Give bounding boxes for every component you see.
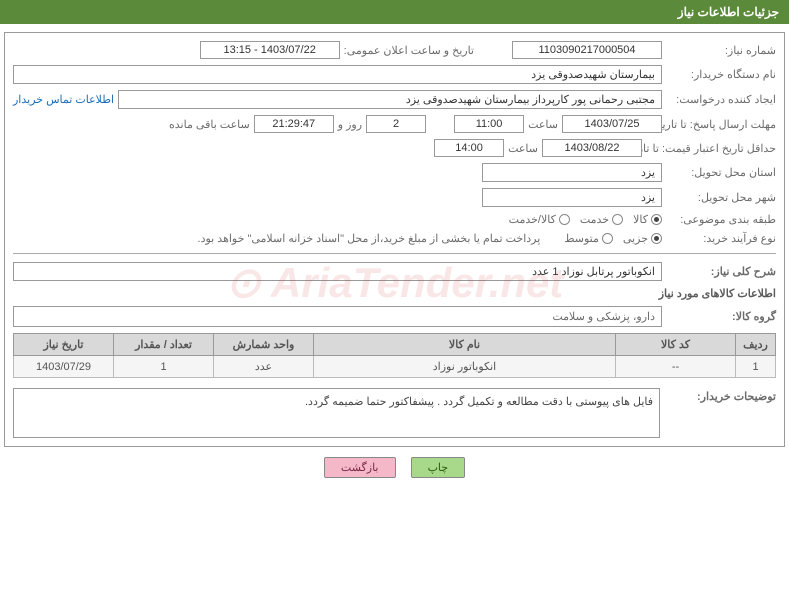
td-idx: 1 (736, 356, 776, 378)
td-qty: 1 (114, 356, 214, 378)
validity-time-label: ساعت (508, 142, 538, 155)
buyer-org-field: بیمارستان شهیدصدوقی یزد (13, 65, 662, 84)
row-validity: حداقل تاریخ اعتبار قیمت: تا تاریخ: 1403/… (13, 139, 776, 157)
button-row: چاپ بازگشت (4, 457, 785, 478)
items-table: ردیف کد کالا نام کالا واحد شمارش تعداد /… (13, 333, 776, 378)
items-section-label: اطلاعات کالاهای مورد نیاز (13, 287, 776, 300)
days-field: 2 (366, 115, 426, 133)
days-word: روز و (338, 118, 362, 131)
radio-medium[interactable]: متوسط (564, 232, 613, 245)
radio-dot-icon (612, 214, 623, 225)
th-code: کد کالا (616, 334, 736, 356)
contact-link[interactable]: اطلاعات تماس خریدار (13, 93, 114, 106)
desc-field: انکوباتور پرتابل نوزاد 1 عدد (13, 262, 662, 281)
radio-dot-icon (651, 214, 662, 225)
radio-goods-service[interactable]: کالا/خدمت (509, 213, 570, 226)
row-description: شرح کلی نیاز: انکوباتور پرتابل نوزاد 1 ع… (13, 262, 776, 281)
announce-label: تاریخ و ساعت اعلان عمومی: (344, 44, 474, 57)
deadline-date-field: 1403/07/25 (562, 115, 662, 133)
row-requester: ایجاد کننده درخواست: مجتبی رحمانی پور کا… (13, 90, 776, 109)
deadline-label: مهلت ارسال پاسخ: تا تاریخ: (666, 118, 776, 131)
row-process: نوع فرآیند خرید: جزیی متوسط پرداخت تمام … (13, 232, 776, 245)
divider (13, 253, 776, 254)
desc-label: شرح کلی نیاز: (666, 265, 776, 278)
group-label: گروه کالا: (666, 310, 776, 323)
radio-dot-icon (651, 233, 662, 244)
th-qty: تعداد / مقدار (114, 334, 214, 356)
countdown-field: 21:29:47 (254, 115, 334, 133)
row-buyer-org: نام دستگاه خریدار: بیمارستان شهیدصدوقی ی… (13, 65, 776, 84)
requester-field: مجتبی رحمانی پور کارپرداز بیمارستان شهید… (118, 90, 662, 109)
announce-field: 1403/07/22 - 13:15 (200, 41, 340, 59)
radio-medium-label: متوسط (564, 232, 599, 245)
row-buyer-notes: توضیحات خریدار: فایل های پیوستی با دقت م… (13, 384, 776, 438)
validity-date-field: 1403/08/22 (542, 139, 642, 157)
need-number-label: شماره نیاز: (666, 44, 776, 57)
deadline-time-label: ساعت (528, 118, 558, 131)
requester-label: ایجاد کننده درخواست: (666, 93, 776, 106)
buyer-org-label: نام دستگاه خریدار: (666, 68, 776, 81)
table-header-row: ردیف کد کالا نام کالا واحد شمارش تعداد /… (14, 334, 776, 356)
radio-service-label: خدمت (580, 213, 609, 226)
validity-label: حداقل تاریخ اعتبار قیمت: تا تاریخ: (646, 142, 776, 155)
panel-title: جزئیات اطلاعات نیاز (678, 5, 779, 19)
process-label: نوع فرآیند خرید: (666, 232, 776, 245)
category-radio-group: کالا خدمت کالا/خدمت (509, 213, 662, 226)
row-deadline: مهلت ارسال پاسخ: تا تاریخ: 1403/07/25 سا… (13, 115, 776, 133)
province-field: یزد (482, 163, 662, 182)
print-button[interactable]: چاپ (411, 457, 466, 478)
back-button[interactable]: بازگشت (324, 457, 396, 478)
radio-dot-icon (602, 233, 613, 244)
row-category: طبقه بندی موضوعی: کالا خدمت کالا/خدمت (13, 213, 776, 226)
th-name: نام کالا (314, 334, 616, 356)
group-field: دارو، پزشکی و سلامت (13, 306, 662, 327)
payment-note: پرداخت تمام یا بخشی از مبلغ خرید،از محل … (198, 232, 541, 245)
buyer-notes-label: توضیحات خریدار: (666, 384, 776, 403)
th-row: ردیف (736, 334, 776, 356)
row-province: استان محل تحویل: یزد (13, 163, 776, 182)
td-date: 1403/07/29 (14, 356, 114, 378)
validity-time-field: 14:00 (434, 139, 504, 157)
td-unit: عدد (214, 356, 314, 378)
buyer-notes-box: فایل های پیوستی با دقت مطالعه و تکمیل گر… (13, 388, 660, 438)
remaining-label: ساعت باقی مانده (169, 118, 250, 131)
radio-goods[interactable]: کالا (633, 213, 662, 226)
row-group: گروه کالا: دارو، پزشکی و سلامت (13, 306, 776, 327)
td-code: -- (616, 356, 736, 378)
panel-header: جزئیات اطلاعات نیاز (0, 0, 789, 24)
th-unit: واحد شمارش (214, 334, 314, 356)
need-number-field: 1103090217000504 (512, 41, 662, 59)
process-radio-group: جزیی متوسط (564, 232, 662, 245)
row-city: شهر محل تحویل: یزد (13, 188, 776, 207)
radio-goods-label: کالا (633, 213, 648, 226)
th-date: تاریخ نیاز (14, 334, 114, 356)
form-container: شماره نیاز: 1103090217000504 تاریخ و ساع… (4, 32, 785, 447)
radio-service[interactable]: خدمت (580, 213, 623, 226)
radio-goods-service-label: کالا/خدمت (509, 213, 556, 226)
city-label: شهر محل تحویل: (666, 191, 776, 204)
city-field: یزد (482, 188, 662, 207)
row-need-number: شماره نیاز: 1103090217000504 تاریخ و ساع… (13, 41, 776, 59)
deadline-time-field: 11:00 (454, 115, 524, 133)
content-area: شماره نیاز: 1103090217000504 تاریخ و ساع… (0, 24, 789, 486)
table-row: 1 -- انکوباتور نوزاد عدد 1 1403/07/29 (14, 356, 776, 378)
category-label: طبقه بندی موضوعی: (666, 213, 776, 226)
radio-partial[interactable]: جزیی (623, 232, 662, 245)
radio-dot-icon (559, 214, 570, 225)
radio-partial-label: جزیی (623, 232, 648, 245)
province-label: استان محل تحویل: (666, 166, 776, 179)
td-name: انکوباتور نوزاد (314, 356, 616, 378)
